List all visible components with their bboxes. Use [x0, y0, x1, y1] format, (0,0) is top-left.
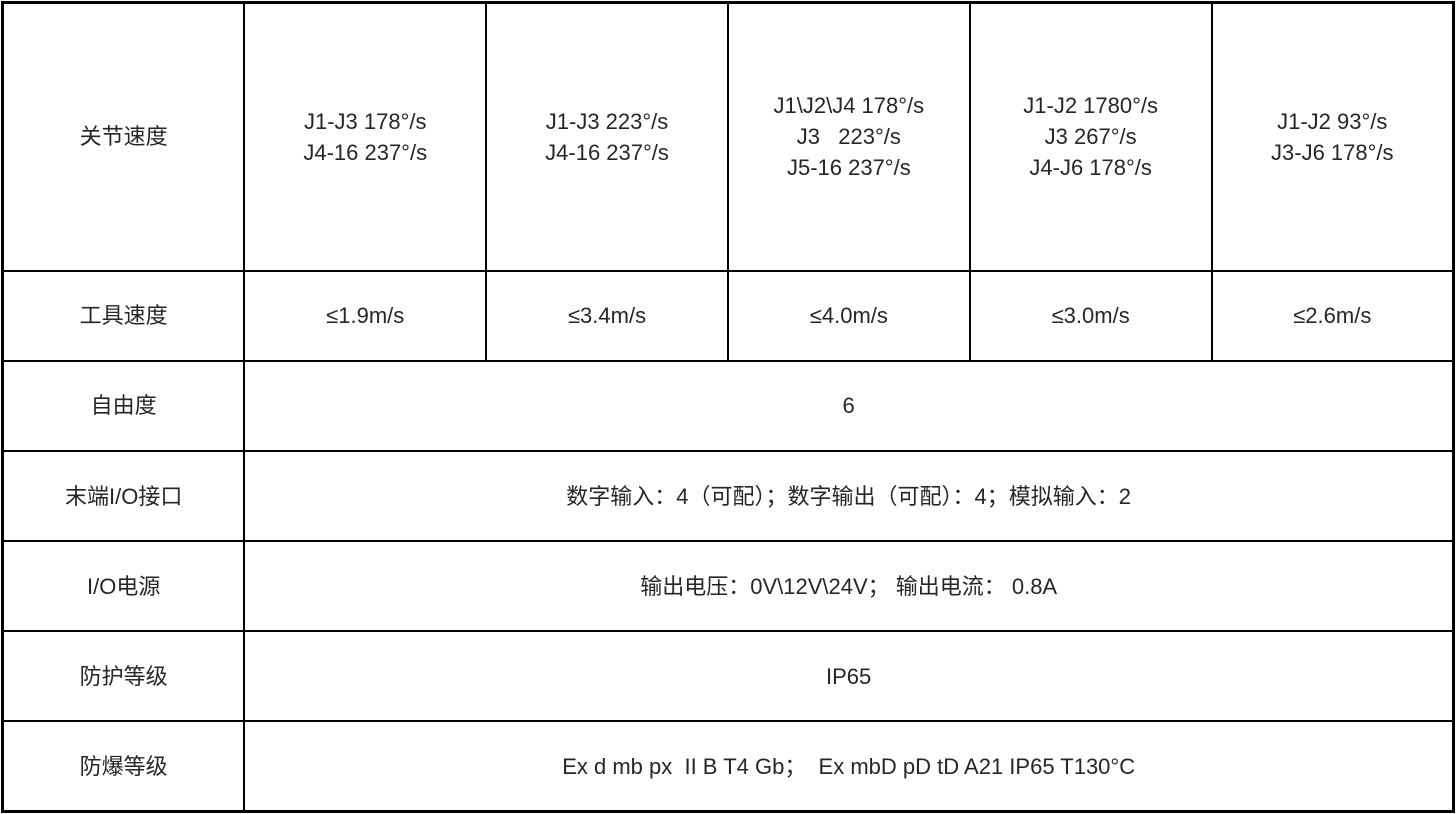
label-degrees-of-freedom: 自由度 — [1, 359, 246, 453]
tool-speed-value-5: ≤2.6m/s — [1210, 269, 1455, 362]
joint-speed-value-1: J1-J3 178°/s J4-16 237°/s — [243, 1, 488, 272]
tool-speed-value-3: ≤4.0m/s — [726, 269, 971, 362]
row-protection-rating: 防护等级 IP65 — [1, 630, 1455, 723]
row-io-power: I/O电源 输出电压：0V\12V\24V； 输出电流： 0.8A — [1, 540, 1455, 633]
label-end-io-interface: 末端I/O接口 — [1, 450, 246, 543]
row-tool-speed: 工具速度 ≤1.9m/s ≤3.4m/s ≤4.0m/s ≤3.0m/s ≤2.… — [1, 269, 1455, 362]
label-protection-rating: 防护等级 — [1, 630, 246, 723]
label-tool-speed: 工具速度 — [1, 269, 246, 362]
explosion-proof-rating-value: Ex d mb px II B T4 Gb； Ex mbD pD tD A21 … — [243, 720, 1455, 813]
label-io-power: I/O电源 — [1, 540, 246, 633]
io-power-value: 输出电压：0V\12V\24V； 输出电流： 0.8A — [243, 540, 1455, 633]
joint-speed-value-2: J1-J3 223°/s J4-16 237°/s — [485, 1, 729, 272]
joint-speed-value-3: J1\J2\J4 178°/s J3 223°/s J5-16 237°/s — [726, 1, 971, 272]
tool-speed-value-2: ≤3.4m/s — [485, 269, 729, 362]
row-end-io-interface: 末端I/O接口 数字输入：4（可配）；数字输出（可配）：4；模拟输入：2 — [1, 450, 1455, 543]
row-explosion-proof-rating: 防爆等级 Ex d mb px II B T4 Gb； Ex mbD pD tD… — [1, 720, 1455, 813]
joint-speed-value-4: J1-J2 1780°/s J3 267°/s J4-J6 178°/s — [968, 1, 1213, 272]
row-joint-speed: 关节速度 J1-J3 178°/s J4-16 237°/s J1-J3 223… — [1, 1, 1455, 272]
label-joint-speed: 关节速度 — [1, 1, 246, 272]
row-degrees-of-freedom: 自由度 6 — [1, 359, 1455, 453]
degrees-of-freedom-value: 6 — [243, 359, 1455, 453]
end-io-interface-value: 数字输入：4（可配）；数字输出（可配）：4；模拟输入：2 — [243, 450, 1455, 543]
protection-rating-value: IP65 — [243, 630, 1455, 723]
joint-speed-value-5: J1-J2 93°/s J3-J6 178°/s — [1210, 1, 1455, 272]
tool-speed-value-4: ≤3.0m/s — [968, 269, 1213, 362]
tool-speed-value-1: ≤1.9m/s — [243, 269, 488, 362]
label-explosion-proof-rating: 防爆等级 — [1, 720, 246, 813]
